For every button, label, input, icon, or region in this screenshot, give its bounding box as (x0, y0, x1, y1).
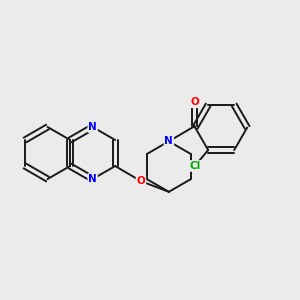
Text: N: N (164, 136, 173, 146)
Text: O: O (190, 97, 199, 107)
Text: N: N (88, 174, 97, 184)
Text: N: N (88, 122, 97, 132)
Text: O: O (136, 176, 145, 186)
Text: Cl: Cl (189, 161, 200, 171)
